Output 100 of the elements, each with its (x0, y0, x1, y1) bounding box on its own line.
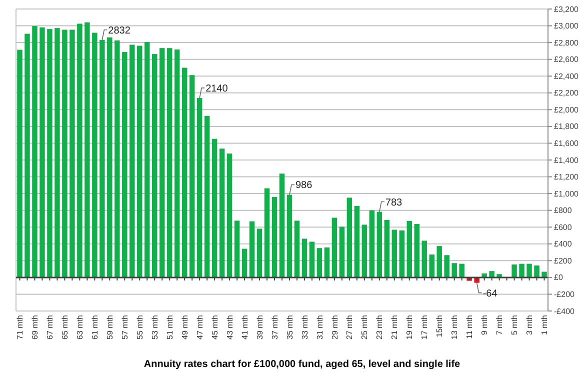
bar (489, 271, 494, 278)
bar (346, 198, 352, 278)
data-label: -64 (482, 288, 498, 300)
bar (166, 48, 172, 278)
bar (24, 34, 30, 278)
bar (286, 194, 292, 278)
bar (436, 246, 442, 278)
y-tick-label: £2,600 (554, 55, 580, 64)
y-tick-label: £2,200 (554, 88, 580, 98)
bar (32, 26, 38, 278)
bar (362, 224, 368, 278)
y-tick-label: £2,000 (554, 105, 580, 114)
bar (152, 54, 158, 278)
x-tick-label: 63 mth (75, 315, 84, 340)
y-tick-label: £200 (554, 256, 572, 266)
x-tick-label: 53 mth (150, 315, 160, 340)
x-tick-label: 31 mth (315, 315, 324, 340)
bar (264, 188, 270, 278)
bar (144, 42, 150, 278)
x-tick-label: 69 mth (30, 315, 40, 340)
bar (316, 248, 322, 278)
x-tick-label: 49 mth (180, 315, 190, 340)
bar (279, 174, 285, 278)
bar (84, 22, 90, 278)
bar (226, 154, 232, 278)
x-tick-label: 71 mth (16, 315, 25, 340)
y-tick-label: £3,200 (554, 4, 580, 14)
bar (429, 254, 434, 278)
bar (182, 68, 188, 278)
x-tick-label: 59 mth (105, 315, 114, 340)
bar (159, 48, 165, 278)
bar (392, 230, 398, 278)
bar (309, 242, 315, 278)
x-tick-label: 11 mth (465, 315, 474, 339)
bar (107, 37, 112, 278)
bar (77, 24, 82, 278)
x-tick-label: 43 mth (225, 315, 234, 340)
x-tick-label: 51 mth (165, 315, 174, 340)
x-tick-label: 9 mth (480, 315, 490, 336)
x-tick-label: 13 mth (450, 315, 460, 340)
x-tick-label: 41 mth (240, 315, 250, 340)
bar (384, 220, 390, 278)
bar (219, 148, 225, 278)
bar (302, 238, 308, 278)
bar (294, 220, 300, 278)
bar (512, 264, 517, 278)
y-tick-label: £0 (554, 273, 564, 282)
bar (406, 220, 412, 278)
y-tick-label: -£200 (554, 290, 576, 300)
x-tick-label: 1 mth (540, 315, 550, 336)
x-tick-label: 35 mth (285, 315, 294, 340)
x-tick-label: 27 mth (345, 315, 354, 340)
x-tick-label: 55 mth (135, 315, 144, 340)
x-tick-label: 17 mth (420, 315, 430, 340)
x-tick-label: 21 mth (390, 315, 400, 340)
x-tick-label: 5 mth (510, 315, 520, 336)
bar (272, 196, 278, 278)
text: Annuity rates chart for £100,000 fund, aged 65, level and single life (144, 359, 461, 370)
bar (130, 44, 135, 278)
y-tick-label: £600 (554, 222, 572, 232)
bar (534, 265, 540, 278)
bar (256, 228, 262, 278)
x-tick-label: 57 mth (120, 315, 130, 340)
bar (459, 264, 464, 278)
data-label: 2832 (108, 25, 131, 36)
y-tick-label: £1,200 (554, 172, 580, 182)
bar (542, 272, 547, 278)
x-tick-label: 45 mth (210, 315, 220, 340)
x-tick-label: 67 mth (46, 315, 55, 340)
bar (114, 40, 120, 278)
bar (414, 224, 420, 278)
x-tick-label: 33 mth (300, 315, 310, 340)
bar (354, 206, 360, 278)
bar (100, 40, 105, 278)
bar (332, 218, 338, 278)
x-tick-label: 65 mth (60, 315, 70, 340)
bar (196, 98, 202, 278)
bar (204, 116, 210, 278)
data-label: 783 (385, 197, 403, 208)
y-tick-label: £3,000 (554, 22, 580, 31)
y-tick-label: £1,800 (554, 122, 580, 132)
bar (249, 221, 255, 278)
x-tick-label: 3 mth (525, 315, 534, 336)
bar (444, 255, 450, 278)
bar (40, 27, 45, 278)
data-label: 986 (295, 180, 313, 192)
x-tick-label: 23 mth (375, 315, 384, 340)
bar (324, 247, 330, 278)
y-tick-label: £800 (554, 206, 572, 216)
bar (234, 220, 240, 278)
y-tick-label: £2,400 (554, 72, 580, 81)
bar (376, 212, 382, 278)
bar (189, 75, 195, 278)
bar (339, 226, 345, 278)
bar (242, 248, 248, 278)
x-tick-label: 39 mth (255, 315, 264, 340)
bar (452, 263, 457, 278)
bar (17, 50, 22, 278)
y-tick-label: £2,800 (554, 38, 580, 48)
y-tick-label: £1,600 (554, 139, 580, 148)
